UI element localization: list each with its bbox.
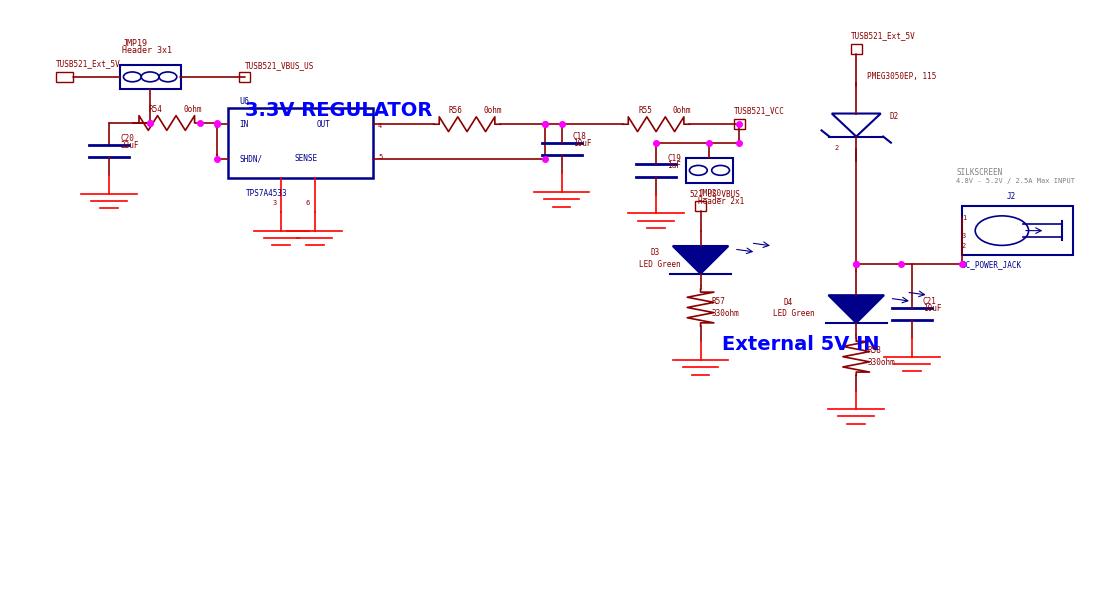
Text: JMP20: JMP20 bbox=[698, 189, 722, 198]
Bar bbox=[239, 72, 250, 82]
Text: R58: R58 bbox=[867, 346, 881, 355]
Bar bbox=[228, 108, 373, 178]
Bar bbox=[851, 44, 862, 54]
Text: R54: R54 bbox=[149, 105, 162, 114]
Text: 1uF: 1uF bbox=[667, 161, 681, 170]
Bar bbox=[734, 119, 745, 129]
Text: D4: D4 bbox=[784, 298, 793, 307]
Text: 10uF: 10uF bbox=[923, 304, 942, 313]
Text: 1: 1 bbox=[962, 215, 966, 221]
Text: External 5V IN: External 5V IN bbox=[722, 335, 880, 354]
Text: TPS7A4533: TPS7A4533 bbox=[246, 189, 288, 198]
Text: 2: 2 bbox=[215, 123, 219, 129]
Text: 0ohm: 0ohm bbox=[673, 106, 692, 115]
Text: 22uF: 22uF bbox=[120, 141, 139, 150]
Text: J2: J2 bbox=[1006, 192, 1015, 201]
Bar bbox=[695, 201, 706, 211]
Text: SILKSCREEN: SILKSCREEN bbox=[956, 168, 1003, 177]
Text: 4.8V - 5.2V / 2.5A Max INPUT: 4.8V - 5.2V / 2.5A Max INPUT bbox=[956, 178, 1075, 184]
Text: 10uF: 10uF bbox=[573, 140, 592, 148]
Text: 3.3V REGULATOR: 3.3V REGULATOR bbox=[246, 101, 433, 120]
Text: 3: 3 bbox=[272, 200, 277, 206]
Text: C20: C20 bbox=[120, 134, 133, 143]
Polygon shape bbox=[673, 246, 728, 274]
Text: 5: 5 bbox=[378, 154, 383, 160]
Text: DC_POWER_JACK: DC_POWER_JACK bbox=[962, 260, 1022, 269]
Text: 0ohm: 0ohm bbox=[484, 106, 503, 115]
Bar bbox=[686, 158, 733, 183]
Text: 2: 2 bbox=[962, 243, 966, 249]
Text: C18: C18 bbox=[573, 132, 586, 141]
Text: D3: D3 bbox=[651, 248, 659, 256]
Text: PMEG3050EP, 115: PMEG3050EP, 115 bbox=[867, 73, 936, 81]
Text: TUSB521_Ext_5V: TUSB521_Ext_5V bbox=[56, 59, 120, 68]
Text: 3: 3 bbox=[962, 232, 966, 239]
Text: LED Green: LED Green bbox=[773, 309, 814, 318]
Text: 330ohm: 330ohm bbox=[712, 309, 739, 318]
Polygon shape bbox=[828, 295, 884, 323]
Text: SENSE: SENSE bbox=[295, 154, 318, 163]
Text: Header 2x1: Header 2x1 bbox=[698, 197, 745, 205]
Text: OUT: OUT bbox=[317, 120, 330, 129]
Bar bbox=[962, 206, 1073, 255]
Text: D2: D2 bbox=[890, 113, 898, 121]
Text: R56: R56 bbox=[449, 106, 463, 115]
Text: Header 3x1: Header 3x1 bbox=[122, 46, 172, 55]
Text: C21: C21 bbox=[923, 297, 936, 306]
Text: 1: 1 bbox=[215, 154, 219, 160]
Text: JMP19: JMP19 bbox=[122, 39, 147, 47]
Bar bbox=[120, 65, 180, 89]
Text: 6: 6 bbox=[306, 200, 310, 206]
Text: R57: R57 bbox=[712, 297, 725, 306]
Text: SHDN/: SHDN/ bbox=[239, 154, 262, 163]
Text: LED Green: LED Green bbox=[639, 260, 681, 269]
Bar bbox=[56, 72, 73, 82]
Text: TUSB521_Ext_5V: TUSB521_Ext_5V bbox=[851, 31, 915, 40]
Text: C19: C19 bbox=[667, 154, 681, 162]
Text: 2: 2 bbox=[834, 145, 838, 151]
Text: 521_US_VBUS: 521_US_VBUS bbox=[689, 189, 741, 198]
Text: 330ohm: 330ohm bbox=[867, 359, 895, 367]
Text: 0ohm: 0ohm bbox=[183, 105, 202, 114]
Text: 4: 4 bbox=[378, 123, 383, 129]
Text: TUSB521_VBUS_US: TUSB521_VBUS_US bbox=[245, 62, 314, 70]
Text: U6: U6 bbox=[239, 97, 249, 106]
Text: IN: IN bbox=[239, 120, 248, 129]
Text: TUSB521_VCC: TUSB521_VCC bbox=[734, 106, 785, 115]
Text: R55: R55 bbox=[638, 106, 652, 115]
